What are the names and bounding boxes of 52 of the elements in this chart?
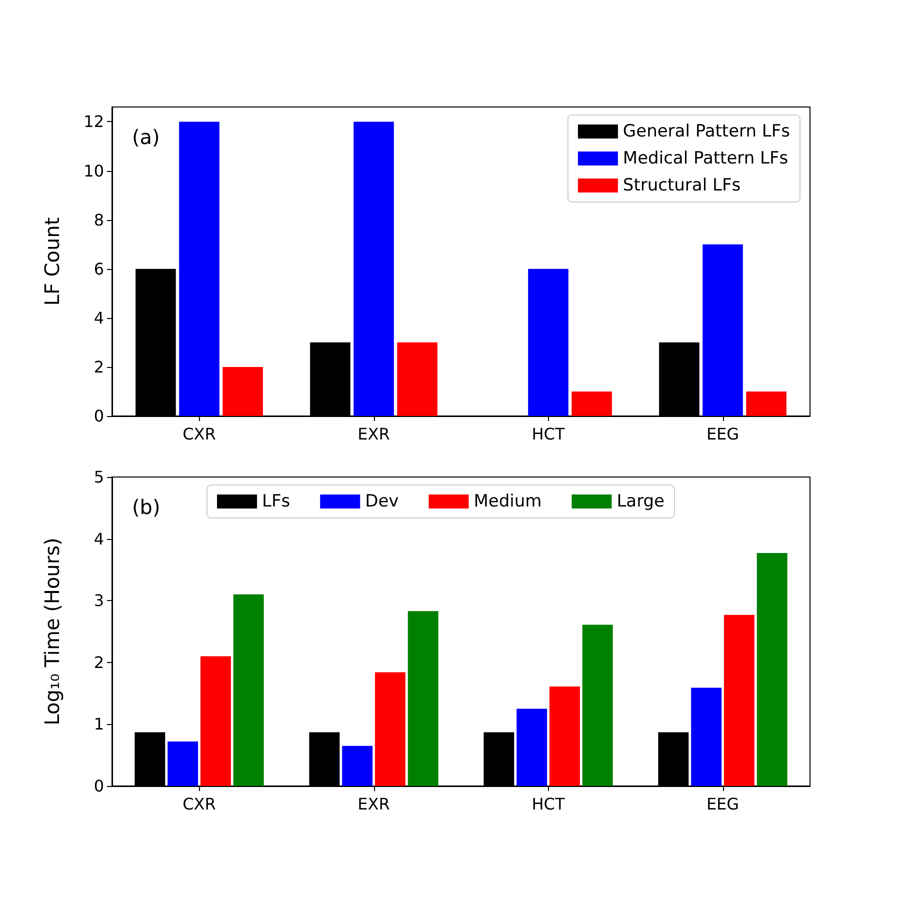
bar [342, 746, 373, 786]
bar [374, 672, 406, 786]
bar [572, 391, 612, 416]
annotation: (b) [132, 495, 160, 519]
legend-label: Dev [365, 492, 399, 512]
y-tick-label: 1 [94, 714, 104, 734]
y-tick-label: 3 [94, 591, 104, 610]
y-tick-label: 0 [94, 406, 104, 426]
legend-label: Structural LFs [622, 176, 741, 196]
x-tick-label: HCT [532, 794, 565, 814]
bar [200, 656, 231, 786]
annotation: (a) [132, 125, 160, 149]
bar [528, 268, 568, 416]
y-tick-label: 2 [94, 357, 104, 376]
y-axis-title: LF Count [40, 217, 64, 306]
legend-label: Large [616, 492, 665, 512]
x-tick-label: CXR [182, 794, 216, 814]
x-tick-label: EEG [706, 424, 740, 444]
x-tick-label: CXR [182, 424, 216, 444]
bar [222, 366, 263, 416]
y-tick-label: 6 [94, 259, 104, 278]
y-tick-label: 8 [94, 210, 104, 230]
bar [756, 553, 788, 786]
bar [691, 688, 722, 786]
x-tick-label: EXR [358, 794, 390, 814]
bar [702, 244, 743, 416]
y-tick-label: 4 [94, 529, 104, 548]
bar [724, 614, 754, 786]
legend-label: General Pattern LFs [622, 122, 790, 142]
y-tick-label: 10 [84, 161, 104, 180]
y-tick-label: 0 [94, 776, 104, 796]
x-tick-label: HCT [532, 424, 565, 444]
bar [168, 742, 198, 786]
x-tick-label: EEG [706, 794, 740, 814]
bar [549, 686, 580, 786]
bar [582, 624, 613, 786]
y-tick-label: 4 [94, 308, 104, 328]
y-tick-label: 2 [94, 652, 104, 672]
legend-label: Medium [474, 492, 542, 512]
bar [397, 342, 438, 416]
legend-label: Medical Pattern LFs [622, 148, 788, 168]
bar [408, 611, 438, 786]
bar [179, 122, 220, 416]
bar [516, 708, 548, 786]
y-axis-title: Log₁₀ Time (Hours) [40, 538, 64, 726]
bar [354, 122, 394, 416]
x-tick-label: EXR [358, 424, 390, 444]
legend-label: LFs [262, 492, 290, 512]
bar [746, 391, 786, 416]
y-tick-label: 12 [84, 112, 104, 132]
y-tick-label: 5 [94, 468, 104, 486]
bar [233, 594, 264, 786]
